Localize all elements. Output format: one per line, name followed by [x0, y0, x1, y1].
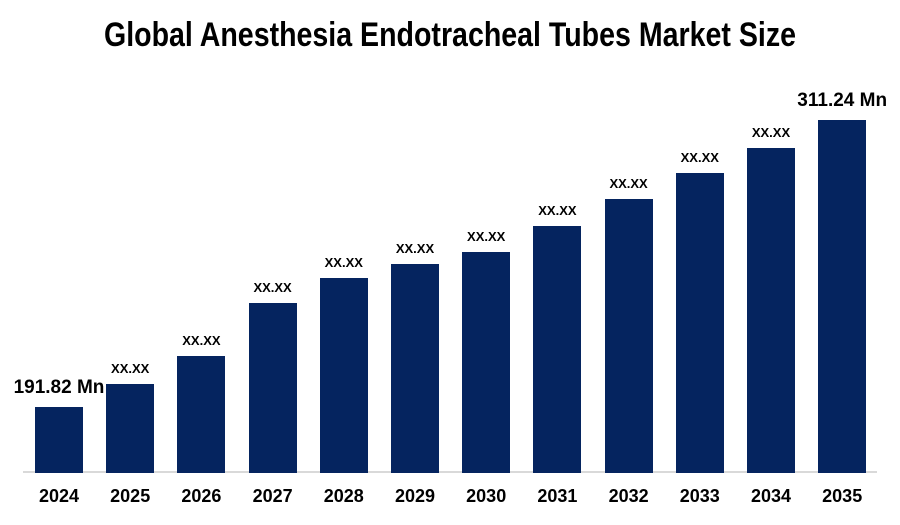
- bar-value-label-2030: XX.XX: [467, 228, 506, 244]
- bar-2025: [106, 384, 155, 473]
- bar-value-label-2024: 191.82 Mn: [13, 377, 105, 399]
- x-tick-label-2024: 2024: [38, 486, 80, 506]
- bar-2028: [319, 278, 368, 473]
- x-tick-label-2034: 2034: [750, 486, 792, 506]
- chart-title: Global Anesthesia Endotracheal Tubes Mar…: [103, 16, 796, 54]
- x-axis-line: [23, 471, 877, 473]
- x-tick-label-2027: 2027: [252, 486, 293, 506]
- x-tick-label-2030: 2030: [466, 486, 507, 506]
- bar-value-label-2028: XX.XX: [324, 254, 363, 270]
- bar-value-label-2029: XX.XX: [395, 240, 435, 256]
- bar-2027: [248, 303, 297, 473]
- bar-2030: [462, 252, 511, 473]
- bar-value-label-2034: XX.XX: [751, 124, 791, 140]
- bar-value-label-2035: 311.24 Mn: [797, 90, 888, 112]
- bar-2033: [675, 173, 724, 473]
- bar-2034: [747, 148, 795, 473]
- x-tick-label-2025: 2025: [110, 486, 151, 506]
- x-tick-label-2035: 2035: [822, 486, 863, 506]
- x-tick-label-2029: 2029: [394, 486, 436, 506]
- bar-value-label-2027: XX.XX: [253, 279, 292, 295]
- bar-2035: [818, 120, 867, 473]
- bar-2029: [391, 264, 439, 473]
- bar-2032: [604, 199, 653, 473]
- bar-value-label-2026: XX.XX: [182, 332, 221, 348]
- bar-2031: [533, 226, 582, 473]
- bar-value-label-2025: XX.XX: [111, 360, 150, 376]
- bar-value-label-2033: XX.XX: [680, 149, 719, 165]
- bar-value-label-2032: XX.XX: [609, 175, 648, 191]
- x-tick-label-2033: 2033: [679, 486, 720, 506]
- x-tick-label-2032: 2032: [608, 486, 649, 506]
- bar-2026: [177, 356, 226, 473]
- bar-value-label-2031: XX.XX: [538, 202, 577, 218]
- bar-2024: [35, 407, 83, 473]
- x-tick-label-2031: 2031: [537, 486, 578, 506]
- x-tick-label-2026: 2026: [181, 486, 222, 506]
- x-tick-label-2028: 2028: [323, 486, 364, 506]
